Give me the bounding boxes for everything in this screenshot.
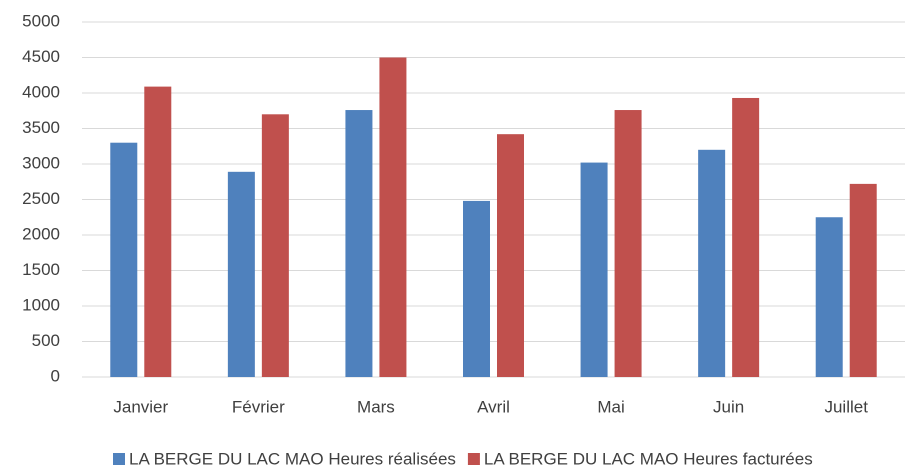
bar [261, 114, 289, 378]
y-tick-label: 4500 [22, 47, 60, 66]
x-tick-label: Juillet [824, 397, 868, 416]
y-tick-label: 2500 [22, 189, 60, 208]
y-tick-label: 1500 [22, 260, 60, 279]
bar [732, 97, 760, 377]
x-tick-label: Avril [477, 397, 510, 416]
legend-label: LA BERGE DU LAC MAO Heures réalisées [129, 449, 456, 468]
bar [463, 200, 490, 377]
bar [379, 57, 407, 377]
x-tick-label: Mai [597, 397, 624, 416]
bar [614, 110, 642, 377]
legend-swatch [467, 453, 480, 465]
y-tick-label: 3500 [22, 118, 60, 137]
legend-label: LA BERGE DU LAC MAO Heures facturées [484, 449, 813, 468]
bar [345, 110, 373, 377]
x-tick-label: Mars [357, 397, 395, 416]
y-tick-label: 3000 [22, 153, 60, 172]
y-tick-label: 500 [32, 331, 60, 350]
y-tick-label: 0 [51, 366, 60, 385]
x-tick-label: Juin [713, 397, 744, 416]
bar [849, 183, 877, 377]
y-tick-label: 4000 [22, 82, 60, 101]
bar [497, 134, 524, 377]
bar [144, 86, 172, 378]
x-tick-label: Janvier [113, 397, 168, 416]
bar [698, 149, 726, 377]
bar [110, 142, 138, 377]
bar [580, 162, 608, 377]
y-tick-label: 2000 [22, 224, 60, 243]
y-tick-label: 5000 [22, 11, 60, 30]
bar [815, 217, 843, 377]
legend-swatch [113, 453, 125, 465]
x-tick-label: Février [232, 397, 285, 416]
y-tick-label: 1000 [22, 295, 60, 314]
bar [227, 171, 255, 377]
